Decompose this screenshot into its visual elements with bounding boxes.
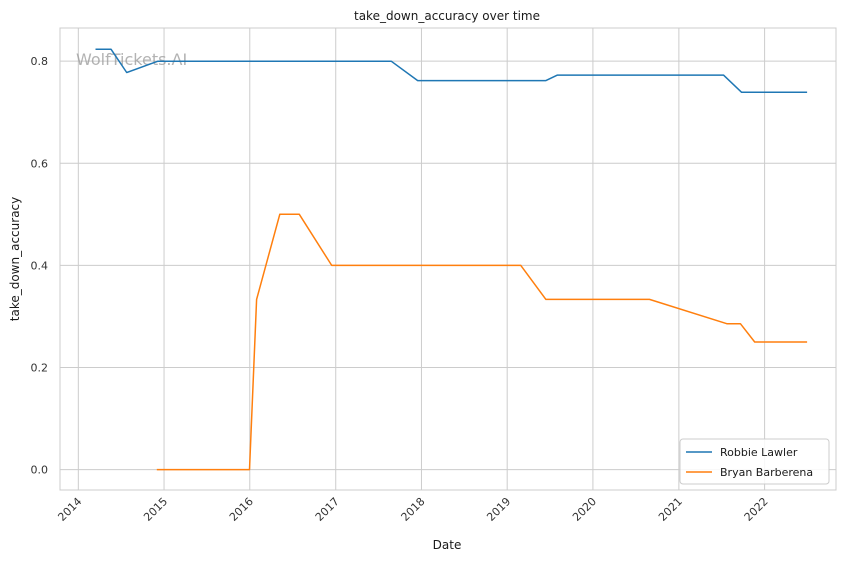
plot-area xyxy=(59,27,837,491)
series-line-bryan-barberena xyxy=(156,213,808,471)
x-tick-label: 2015 xyxy=(141,495,170,524)
legend-label-bryan-barberena: Bryan Barberena xyxy=(720,466,813,479)
y-tick-labels: 0.0 0.2 0.4 0.6 0.8 xyxy=(31,55,49,476)
watermark: WolfTickets.AI xyxy=(76,50,187,69)
x-gridlines xyxy=(77,28,766,490)
chart-title: take_down_accuracy over time xyxy=(354,9,540,23)
y-tick-label: 0.6 xyxy=(31,157,49,170)
y-tick-label: 0.4 xyxy=(31,259,49,272)
x-tick-label: 2017 xyxy=(313,495,342,524)
x-tick-label: 2022 xyxy=(742,495,771,524)
x-tick-label: 2020 xyxy=(570,495,599,524)
x-axis-title: Date xyxy=(433,538,462,552)
series-line-robbie-lawler xyxy=(95,48,808,94)
y-tick-label: 0.8 xyxy=(31,55,49,68)
legend: Robbie Lawler Bryan Barberena xyxy=(679,438,830,485)
x-tick-label: 2014 xyxy=(55,495,84,524)
x-tick-label: 2021 xyxy=(656,495,685,524)
x-tick-label: 2019 xyxy=(484,495,513,524)
x-tick-labels: 2014 2015 2016 2017 2018 2019 2020 2021 2022 xyxy=(55,495,770,524)
y-tick-label: 0.2 xyxy=(31,361,49,374)
legend-box xyxy=(679,438,830,485)
series-lines xyxy=(95,48,808,471)
y-tick-label: 0.0 xyxy=(31,464,49,477)
legend-label-robbie-lawler: Robbie Lawler xyxy=(720,446,798,459)
x-tick-label: 2018 xyxy=(399,495,428,524)
y-axis-title: take_down_accuracy xyxy=(8,197,22,321)
x-tick-label: 2016 xyxy=(227,495,256,524)
